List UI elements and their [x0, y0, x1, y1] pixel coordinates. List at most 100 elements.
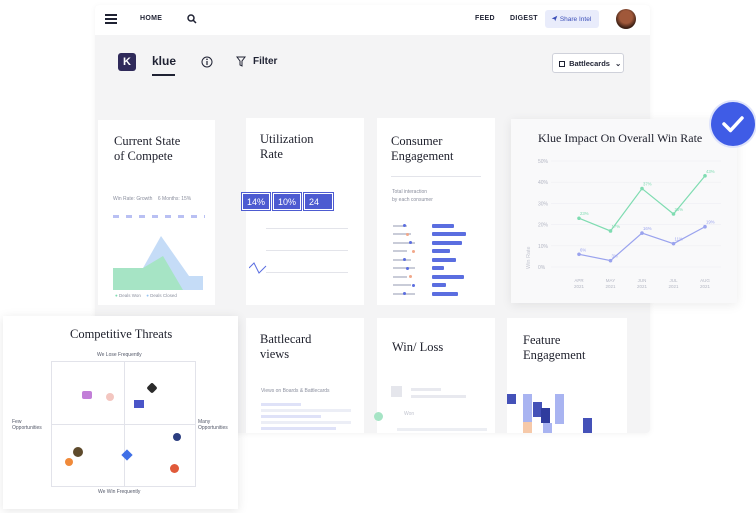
filter-icon[interactable]	[236, 56, 246, 67]
brand-underline	[152, 74, 175, 76]
subtitle-line2: by each consumer	[392, 197, 433, 203]
data-point	[703, 174, 707, 178]
send-icon	[551, 15, 558, 22]
avatar[interactable]	[616, 9, 636, 29]
card-title-line2: Engagement	[391, 149, 454, 163]
data-point	[640, 231, 644, 235]
card-title: Battlecard views	[260, 332, 311, 362]
axis-left-line1: Few	[12, 419, 22, 425]
compete-legend: ● Deals Won ● Deals Closed	[115, 293, 177, 298]
info-icon[interactable]	[201, 56, 213, 68]
axis-left-label: Few Opportunities	[12, 419, 42, 431]
legend-won: Deals Won	[118, 293, 141, 298]
subtitle-line1: Total interaction	[392, 189, 428, 195]
card-klue-impact[interactable]: Klue Impact On Overall Win Rate 0% 10% 20%…	[511, 119, 737, 303]
hamburger-menu-icon[interactable]	[105, 14, 117, 24]
competitor-logo-icon[interactable]	[173, 433, 181, 441]
consumer-row-dot	[406, 232, 409, 236]
card-current-state-of-compete[interactable]: Current State of Compete Win Rate: Growt…	[98, 120, 215, 305]
data-label: 16%	[643, 226, 652, 231]
axis-right-label: Many Opportunities	[198, 419, 228, 431]
card-win-loss[interactable]: Win/ Loss Won	[377, 318, 495, 433]
data-label: 23%	[580, 211, 589, 216]
consumer-row-dot	[412, 249, 415, 253]
filter-label[interactable]: Filter	[253, 56, 278, 67]
data-point	[703, 224, 707, 229]
nav-feed[interactable]: FEED	[475, 15, 495, 22]
card-title-line1: Current State	[114, 134, 181, 148]
y-tick-label: 30%	[538, 201, 549, 207]
card-title-line2: Engagement	[523, 348, 586, 362]
card-battlecard-views[interactable]: Battlecard views Views on Boards & Battl…	[246, 318, 364, 433]
consumer-bar	[432, 240, 462, 245]
legend-closed: Deals Closed	[150, 293, 177, 298]
competitor-logo-icon[interactable]	[65, 458, 73, 466]
klue-logo-badge: K	[118, 53, 136, 71]
card-title: Utilization Rate	[260, 132, 313, 162]
card-utilization-rate[interactable]: Utilization Rate	[246, 118, 364, 305]
card-title-line2: views	[260, 347, 290, 361]
percent-value: 15%	[181, 196, 192, 202]
consumer-row-label	[393, 250, 407, 252]
data-label: 3%	[612, 254, 618, 259]
y-tick-label: 20%	[538, 223, 549, 229]
gridline	[266, 272, 348, 273]
axis-right-line1: Many	[198, 419, 211, 425]
share-intel-button[interactable]: Share Intel	[545, 10, 599, 28]
card-title-line1: Utilization	[260, 132, 314, 146]
data-point	[608, 258, 613, 263]
threat-quadrant-grid	[51, 361, 196, 487]
card-feature-engagement[interactable]: Feature Engagement	[507, 318, 627, 433]
data-label: 19%	[706, 220, 715, 225]
competitor-logo-icon[interactable]	[106, 393, 114, 401]
x-tick-label-year: 2021	[637, 284, 648, 289]
data-point	[577, 252, 581, 257]
axis-right-line2: Opportunities	[198, 425, 228, 431]
consumer-row-label	[393, 284, 411, 286]
y-tick-label: 10%	[538, 244, 549, 250]
consumer-bar	[432, 291, 458, 296]
card-title: Current State of Compete	[114, 134, 180, 164]
competitor-logo-icon[interactable]	[82, 391, 92, 399]
consumer-subtitle: Total interaction by each consumer	[392, 188, 433, 204]
data-point	[671, 241, 676, 246]
win-rate-row: Win Rate: Growth 6 Months: 15%	[113, 196, 191, 202]
x-tick-label: APR	[574, 278, 584, 283]
competitor-logo-icon[interactable]	[134, 400, 144, 408]
consumer-row-label	[393, 241, 415, 244]
gridline	[266, 250, 348, 251]
consumer-bar	[432, 232, 466, 236]
battlecards-select[interactable]: Battlecards ⌄	[552, 53, 624, 73]
data-label: 43%	[706, 169, 715, 174]
views-bars	[261, 403, 351, 430]
nav-digest[interactable]: DIGEST	[510, 15, 538, 22]
utilization-value-badge: 24	[303, 192, 334, 211]
gridline	[266, 228, 348, 229]
x-tick-label-year: 2021	[574, 284, 585, 289]
card-competitive-threats[interactable]: Competitive Threats We Lose Frequently W…	[3, 316, 238, 509]
card-title-line2: Rate	[260, 147, 283, 161]
nav-home[interactable]: HOME	[140, 15, 163, 22]
consumer-bar	[432, 274, 464, 279]
y-axis-label: Win Rate	[526, 246, 532, 269]
axis-bottom-label: We Win Frequently	[98, 489, 141, 495]
win-square	[391, 386, 402, 397]
consumer-bar	[432, 223, 454, 228]
decorative-dot	[374, 412, 383, 421]
search-icon[interactable]	[187, 14, 197, 24]
utilization-sparkline	[249, 262, 267, 274]
card-title-line1: Battlecard	[260, 332, 312, 346]
x-tick-label: JUN	[638, 278, 647, 283]
card-consumer-engagement[interactable]: Consumer Engagement Total interaction by…	[377, 118, 495, 305]
x-tick-label: MAY	[606, 278, 615, 283]
consumer-row-dot	[406, 266, 409, 270]
competitor-logo-icon[interactable]	[170, 464, 179, 473]
consumer-bar	[432, 283, 446, 287]
consumer-row-label	[393, 267, 415, 269]
data-label: 17%	[612, 224, 621, 229]
months-label: 6 Months:	[157, 196, 180, 202]
consumer-row-label	[393, 275, 407, 278]
share-intel-label: Share Intel	[559, 16, 592, 23]
competitor-logo-icon[interactable]	[73, 447, 83, 457]
chevron-down-icon: ⌄	[615, 59, 622, 68]
